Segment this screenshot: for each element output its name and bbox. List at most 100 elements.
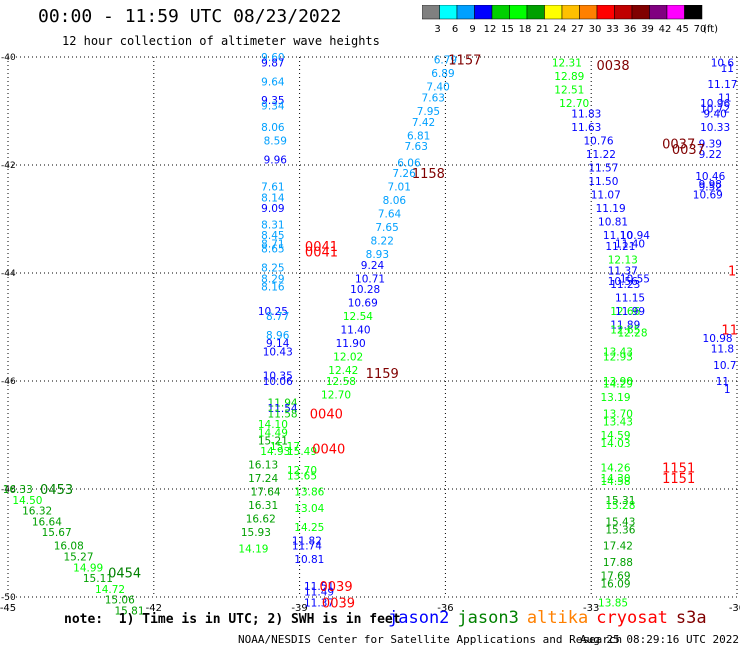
wave-height-value: 16.64 [32, 516, 62, 528]
wave-height-value: 13.90 [603, 376, 633, 388]
wave-height-value: 14.10 [258, 419, 288, 431]
wave-height-value: 17.24 [248, 473, 278, 485]
wave-height-value: 10.81 [598, 217, 628, 229]
pass-time-label: 0037 [672, 143, 705, 158]
x-tick-label: -33 [583, 603, 599, 614]
wave-height-value: 11.10 [603, 230, 633, 242]
wave-height-value: 15.21 [258, 435, 288, 447]
wave-height-value: 8.31 [261, 219, 284, 231]
wave-height-value: 10.06 [263, 376, 293, 388]
pass-time-label: 0037 [662, 137, 695, 152]
wave-height-value: 14.29 [603, 379, 633, 391]
pass-time-label: 1151 [662, 472, 695, 487]
wave-height-value: 13.19 [600, 392, 630, 404]
wave-height-value: 16.32 [22, 506, 52, 518]
wave-height-value: 13.65 [287, 471, 317, 483]
wave-height-value: 7.01 [388, 182, 411, 194]
wave-height-value: 16.08 [54, 541, 84, 553]
wave-height-value: 10.69 [348, 298, 378, 310]
wave-height-value: 8.14 [261, 192, 285, 204]
pass-time-label: 0039 [322, 596, 355, 611]
wave-height-value: 11.22 [586, 149, 616, 161]
wave-height-value: 10.56 [608, 276, 638, 288]
wave-height-value: 11.54 [268, 403, 298, 415]
wave-height-value: 15.28 [605, 500, 635, 512]
wave-height-value: 15.93 [241, 527, 271, 539]
wave-height-value: 15.49 [287, 446, 317, 458]
wave-height-value: 14.30 [600, 473, 630, 485]
colorbar-label: 18 [519, 24, 532, 35]
colorbar-label: 3 [434, 24, 440, 35]
wave-height-value: 9.22 [699, 149, 722, 161]
wave-height-value: 16.09 [600, 579, 630, 591]
wave-height-value: 10.46 [695, 171, 725, 183]
wave-height-value: 13.43 [603, 417, 633, 429]
colorbar-label: 27 [571, 24, 584, 35]
legend-item-altika: altika [526, 608, 589, 628]
pass-time-label: 1151 [662, 461, 695, 476]
wave-height-value: 10.6 [711, 57, 735, 69]
y-tick-label: -44 [1, 269, 16, 279]
wave-height-value: 9.14 [266, 338, 290, 350]
color-scale: 3 6 9 12 15 18 21 24 27 30 33 36 39 42 45 70(ft) [422, 5, 718, 35]
wave-height-value: 13.43 [603, 346, 633, 358]
wave-height-value: 11.94 [268, 398, 298, 410]
wave-height-value: 10.94 [620, 230, 650, 242]
wave-height-value: 10.76 [583, 136, 613, 148]
wave-height-value: 10.43 [263, 346, 293, 358]
wave-height-value: 7.61 [261, 182, 284, 194]
wave-height-value: 8.65 [261, 244, 284, 256]
colorbar-unit: (ft) [703, 24, 718, 35]
wave-height-value: 9.24 [361, 260, 385, 272]
wave-height-value: 11.21 [605, 241, 635, 253]
wave-height-value: 12.54 [343, 311, 373, 323]
wave-height-value: 8.06 [383, 195, 407, 207]
wave-height-value: 11.58 [268, 408, 298, 420]
wave-height-value: 11.90 [336, 338, 366, 350]
wave-height-value: 12.28 [617, 327, 647, 339]
wave-height-value: 11.37 [304, 597, 334, 609]
x-tick-label: -45 [0, 603, 16, 614]
wave-height-value: 15.31 [605, 495, 635, 507]
wave-height-value: 8.22 [371, 236, 394, 248]
pass-time-label: 0041 [305, 245, 338, 260]
wave-height-value: 16.62 [246, 514, 276, 526]
wave-height-value: 14.25 [294, 522, 324, 534]
colorbar-label: 9 [469, 24, 475, 35]
colorbar-label: 30 [589, 24, 602, 35]
wave-height-value: 1 [724, 384, 731, 396]
wave-height-value: 9.40 [703, 109, 726, 121]
wave-height-value: 6.89 [431, 68, 454, 80]
wave-height-value: 14.93 [260, 446, 290, 458]
colorbar-label: 15 [501, 24, 514, 35]
wave-height-value: 11.83 [571, 109, 601, 121]
wave-height-value: 10.33 [700, 122, 730, 134]
pass-time-label: 1159 [366, 367, 399, 382]
wave-height-value: 9.60 [261, 52, 284, 64]
wave-height-value: 16.31 [248, 500, 278, 512]
legend-item-jason2: jason2 [388, 608, 450, 628]
y-tick-label: -50 [1, 593, 16, 603]
wave-height-value: 15.67 [42, 527, 72, 539]
pass-time-label: 0041 [305, 240, 338, 255]
wave-height-value: 12.93 [603, 352, 633, 364]
wave-height-value: 12.89 [554, 71, 584, 83]
wave-height-value: 11.63 [571, 122, 601, 134]
wave-height-value: 14.49 [258, 427, 288, 439]
wave-height-value: 12.31 [552, 57, 582, 69]
colorbar-label: 45 [676, 24, 689, 35]
wave-height-value: 16.33 [3, 484, 33, 496]
wave-height-value: 11.15 [615, 292, 645, 304]
y-tick-label: -46 [1, 377, 16, 387]
wave-height-value: 15.17 [270, 441, 300, 453]
wave-height-value: 9.87 [261, 57, 284, 69]
colorbar-label: 6 [452, 24, 458, 35]
wave-height-value: 9.34 [261, 101, 285, 113]
wave-height-value: 11.57 [588, 163, 618, 175]
wave-height-value: 7.26 [392, 168, 416, 180]
wave-height-value: 7.42 [412, 117, 435, 129]
colorbar-label: 33 [606, 24, 619, 35]
wave-height-value: 11 [721, 63, 734, 75]
wave-height-value: 11.37 [608, 265, 638, 277]
